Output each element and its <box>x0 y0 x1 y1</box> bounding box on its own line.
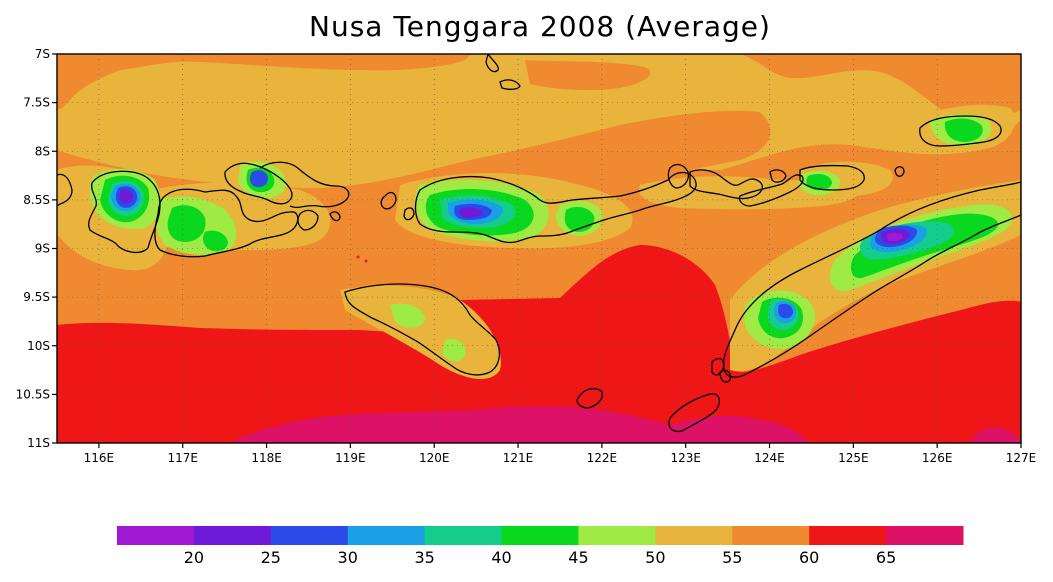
colorbar-label: 25 <box>261 548 281 567</box>
colorbar-labels: 20 25 30 35 40 45 50 55 60 65 <box>184 548 897 567</box>
red-speck <box>356 255 360 259</box>
lat-tick-label: 10S <box>27 339 50 353</box>
lat-axis-labels: 7S 7.5S 8S 8.5S 9S 9.5S 10S 10.5S 11S <box>16 47 50 450</box>
colorbar-label: 40 <box>491 548 511 567</box>
band-max-corner <box>970 427 1021 443</box>
colorbar-segment <box>809 526 887 545</box>
lat-tick-label: 8S <box>35 144 50 158</box>
colorbar-segment <box>655 526 733 545</box>
lon-tick-label: 124E <box>754 451 785 465</box>
lon-tick-label: 123E <box>670 451 701 465</box>
lon-tick-label: 117E <box>167 451 198 465</box>
lat-tick-label: 10.5S <box>16 387 50 401</box>
colorbar-segment <box>270 526 349 545</box>
colorbar-segment <box>732 526 810 545</box>
colorbar-segment <box>193 526 272 545</box>
band-65-region <box>57 245 1021 443</box>
band-25-patches <box>115 170 918 319</box>
lat-tick-label: 7S <box>35 47 50 61</box>
lon-tick-label: 127E <box>1006 451 1037 465</box>
band-60-region-mid <box>525 60 651 91</box>
lat-tick-label: 7.5S <box>23 96 50 110</box>
colorbar-segment <box>424 526 503 545</box>
grid-lines <box>57 54 1021 443</box>
coastlines <box>57 54 1021 433</box>
colorbar-label: 45 <box>568 548 588 567</box>
colorbar-segment <box>117 526 195 545</box>
lon-tick-label: 125E <box>838 451 869 465</box>
lon-tick-label: 121E <box>503 451 534 465</box>
colorbar-label: 35 <box>414 548 434 567</box>
colorbar <box>117 526 964 545</box>
colorbar-segment <box>886 526 964 545</box>
band-60-region-north <box>600 54 1021 122</box>
lat-tick-label: 9S <box>35 242 50 256</box>
colorbar-label: 50 <box>645 548 665 567</box>
red-speck <box>364 259 368 263</box>
contour-plot <box>57 54 1021 443</box>
band-max-region <box>230 406 810 443</box>
lat-tick-label: 11S <box>27 436 50 450</box>
lon-tick-label: 126E <box>922 451 953 465</box>
colorbar-label: 65 <box>876 548 896 567</box>
lat-tick-label: 9.5S <box>23 290 50 304</box>
lon-tick-label: 118E <box>251 451 282 465</box>
lon-tick-label: 116E <box>84 451 115 465</box>
colorbar-segment <box>578 526 656 545</box>
lat-tick-label: 8.5S <box>23 193 50 207</box>
colorbar-segment <box>501 526 579 545</box>
lon-tick-label: 120E <box>419 451 450 465</box>
lon-tick-label: 122E <box>587 451 618 465</box>
lon-tick-label: 119E <box>335 451 366 465</box>
map-title: Nusa Tenggara 2008 (Average) <box>309 10 771 43</box>
colorbar-segment <box>347 526 426 545</box>
lon-axis-labels: 116E 117E 118E 119E 120E 121E 122E 123E 124E 125E… <box>84 451 1037 465</box>
axis-ticks <box>52 53 1022 448</box>
colorbar-label: 20 <box>184 548 204 567</box>
colorbar-label: 60 <box>799 548 819 567</box>
colorbar-label: 30 <box>338 548 358 567</box>
colorbar-label: 55 <box>722 548 742 567</box>
